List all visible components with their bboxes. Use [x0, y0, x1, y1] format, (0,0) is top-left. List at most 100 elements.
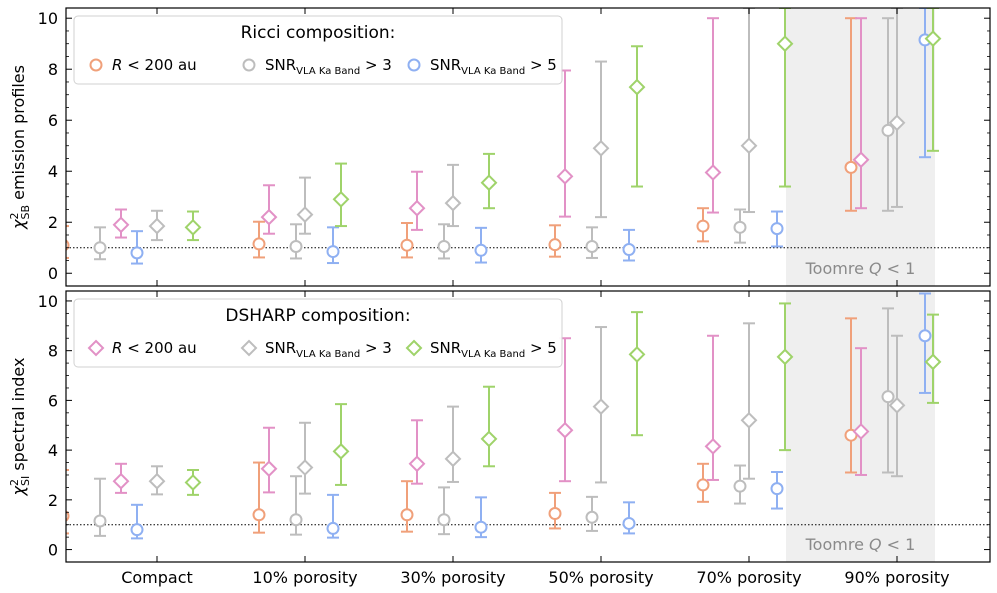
legend-label-b: > 5: [525, 339, 557, 357]
legend-marker-diamond: [87, 339, 105, 357]
legend-label-sub: VLA Ka Band: [296, 349, 360, 360]
legend-label-a: SNR: [265, 56, 296, 74]
data-point-diamond: [924, 30, 942, 48]
toomre-label-q: Q: [869, 259, 882, 278]
data-point-diamond: [296, 206, 314, 224]
data-point-circle: [252, 508, 266, 522]
y-tick-label: 6: [48, 391, 58, 410]
toomre-label: Toomre Q < 1: [805, 259, 916, 278]
data-point-diamond: [296, 459, 314, 476]
data-point-diamond: [112, 216, 130, 234]
legend-marker-circle: [407, 58, 421, 72]
data-point-diamond: [184, 218, 202, 236]
toomre-label-suffix: < 1: [882, 259, 916, 278]
data-point-diamond: [628, 345, 646, 363]
legend-label: SNRVLA Ka Band > 5: [430, 339, 557, 360]
data-point-diamond: [184, 474, 202, 491]
data-point-diamond: [480, 430, 498, 448]
legend-label-b: < 200 au: [122, 56, 196, 74]
data-point-circle: [326, 245, 340, 259]
legend-label: SNRVLA Ka Band > 3: [265, 56, 392, 77]
y-axis-label-sup: 2: [8, 479, 21, 486]
toomre-label-prefix: Toomre: [805, 535, 869, 554]
data-point-diamond: [556, 167, 574, 185]
y-axis-label: χ2SI spectral index: [8, 358, 32, 497]
data-point-diamond: [740, 411, 758, 429]
data-point-circle: [696, 478, 710, 492]
data-point-circle: [585, 510, 599, 524]
legend-marker-circle: [89, 58, 103, 72]
legend-label-b: > 3: [360, 339, 392, 357]
data-point-diamond: [408, 199, 426, 217]
y-axis-label: χ2SB emission profiles: [8, 65, 32, 230]
legend-label: SNRVLA Ka Band > 5: [430, 56, 557, 77]
data-point-diamond: [332, 442, 350, 460]
y-axis-label-sub: SB: [19, 205, 32, 220]
toomre-label-prefix: Toomre: [805, 259, 869, 278]
data-point-circle: [437, 239, 451, 253]
data-point-circle: [130, 523, 144, 537]
data-point-circle: [474, 243, 488, 257]
data-point-circle: [881, 123, 895, 137]
legend-label-a: R: [112, 339, 122, 357]
data-point-diamond: [444, 194, 462, 212]
data-point-diamond: [260, 208, 278, 226]
y-tick-label: 4: [48, 441, 58, 460]
data-point-circle: [66, 239, 70, 251]
legend-label-a: SNR: [430, 339, 461, 357]
data-point-diamond: [592, 139, 610, 157]
data-point-circle: [548, 238, 562, 252]
y-axis-label-sup: 2: [8, 213, 21, 220]
data-point-diamond: [332, 190, 350, 208]
data-point-circle: [93, 514, 107, 528]
data-point-diamond: [852, 423, 870, 440]
data-point-circle: [696, 219, 710, 233]
legend-label-b: > 3: [360, 56, 392, 74]
data-point-circle: [130, 246, 144, 260]
data-point-diamond: [852, 151, 870, 169]
y-axis-label-rest: spectral index: [9, 358, 28, 476]
data-point-diamond: [888, 396, 906, 414]
legend-label-a: R: [112, 56, 122, 74]
axes-frame: [65, 7, 991, 287]
data-point-diamond: [592, 398, 610, 416]
data-point-diamond: [740, 137, 758, 155]
legend-box: [73, 15, 563, 85]
legend-marker-diamond: [240, 339, 258, 357]
x-tick-label: 30% porosity: [400, 568, 505, 587]
data-point-diamond: [148, 217, 166, 235]
legend-label-b: < 200 au: [122, 339, 196, 357]
data-point-circle: [622, 243, 636, 257]
legend-label-b: > 5: [525, 56, 557, 74]
data-point-circle: [622, 516, 636, 530]
data-point-circle: [289, 513, 303, 527]
data-point-diamond: [704, 437, 722, 455]
data-point-circle: [770, 482, 784, 496]
data-point-circle: [437, 513, 451, 527]
legend-label-sub: VLA Ka Band: [461, 66, 525, 77]
data-point-diamond: [776, 35, 794, 53]
y-tick-label: 4: [48, 162, 58, 181]
data-point-diamond: [556, 421, 574, 439]
toomre-label-q: Q: [869, 535, 882, 554]
toomre-label: Toomre Q < 1: [805, 535, 916, 554]
data-point-circle: [400, 238, 414, 252]
x-tick-label: 50% porosity: [548, 568, 653, 587]
legend-box: [73, 298, 563, 368]
x-tick-label: Compact: [121, 568, 193, 587]
legend-title: DSHARP composition:: [225, 306, 410, 326]
y-axis-label-main: χ: [9, 485, 28, 496]
data-point-diamond: [260, 460, 278, 478]
legend-marker-diamond: [405, 339, 423, 357]
series-group: [66, 8, 942, 265]
y-tick-label: 10: [38, 292, 58, 311]
data-point-circle: [93, 241, 107, 255]
y-tick-label: 6: [48, 111, 58, 130]
legend-label-a: SNR: [430, 56, 461, 74]
y-axis-label-rest: emission profiles: [9, 65, 28, 205]
y-tick-label: 0: [48, 541, 58, 560]
data-point-diamond: [776, 348, 794, 366]
y-tick-label: 0: [48, 264, 58, 283]
